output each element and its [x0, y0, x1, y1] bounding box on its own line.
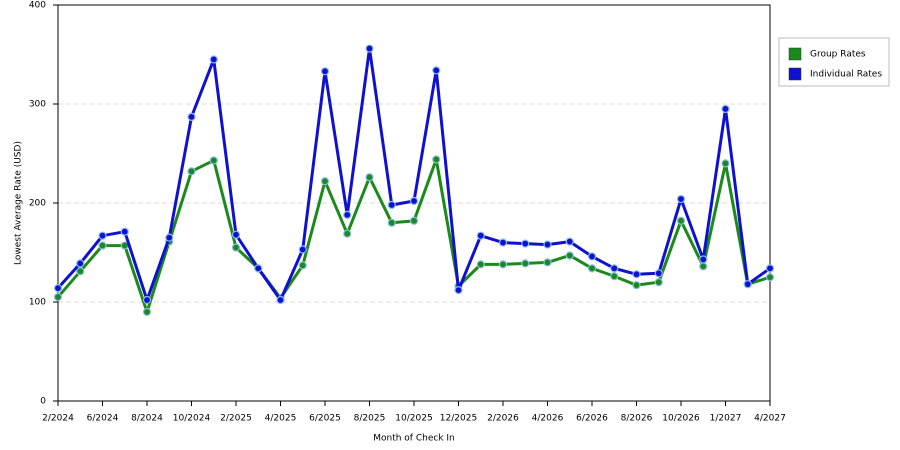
legend-label: Group Rates — [810, 50, 866, 60]
point — [365, 173, 374, 182]
x-tick-label: 12/2025 — [440, 414, 477, 424]
point — [98, 231, 107, 240]
point — [231, 230, 241, 239]
point — [498, 238, 508, 247]
legend-swatch — [788, 47, 802, 61]
point — [120, 227, 129, 236]
point — [53, 292, 63, 302]
point — [654, 278, 663, 287]
y-tick-label: 100 — [29, 298, 46, 308]
x-tick-label: 10/2024 — [173, 414, 211, 424]
x-tick-label: 4/2025 — [265, 414, 297, 424]
x-tick-label: 10/2025 — [395, 414, 432, 424]
point — [98, 241, 107, 250]
y-tick-label: 400 — [29, 1, 46, 11]
point — [343, 229, 352, 238]
point — [76, 259, 85, 268]
point — [298, 245, 307, 254]
point — [320, 67, 330, 76]
x-tick-label: 2/2024 — [42, 414, 74, 424]
y-tick-label: 0 — [40, 397, 46, 407]
point — [699, 255, 708, 264]
point — [743, 280, 752, 289]
point — [187, 167, 196, 176]
y-axis-label: Lowest Average Rate (USD) — [14, 141, 24, 265]
point — [343, 210, 352, 219]
point — [165, 233, 174, 242]
legend-label: Individual Rates — [810, 70, 882, 80]
x-tick-label: 1/2027 — [710, 414, 742, 424]
point — [699, 262, 708, 271]
legend-swatch — [788, 67, 802, 81]
point — [632, 281, 641, 290]
point — [587, 252, 597, 261]
point — [142, 307, 152, 316]
x-tick-label: 10/2026 — [662, 414, 700, 424]
x-tick-label: 2/2025 — [220, 414, 252, 424]
x-tick-label: 4/2027 — [754, 414, 786, 424]
point — [276, 295, 285, 305]
point — [721, 159, 730, 168]
point — [409, 216, 419, 225]
point — [498, 260, 508, 269]
y-tick-label: 200 — [29, 199, 46, 209]
x-tick-label: 8/2025 — [354, 414, 386, 424]
point — [454, 286, 463, 295]
point — [231, 243, 241, 252]
point — [254, 264, 263, 273]
point — [587, 264, 597, 273]
point — [476, 231, 485, 240]
point — [610, 272, 619, 281]
point — [765, 264, 775, 273]
point — [521, 239, 530, 248]
point — [53, 284, 63, 293]
point — [209, 55, 218, 64]
x-tick-label: 8/2026 — [621, 414, 653, 424]
x-tick-label: 8/2024 — [131, 414, 163, 424]
point — [320, 177, 330, 186]
x-tick-label: 6/2026 — [576, 414, 608, 424]
y-tick-label: 300 — [29, 100, 46, 110]
point — [76, 267, 85, 276]
point — [387, 218, 396, 227]
point — [721, 104, 730, 114]
series-line — [56, 47, 771, 302]
point — [298, 261, 307, 270]
point — [521, 259, 530, 268]
point — [365, 44, 374, 53]
point — [209, 156, 218, 165]
point — [610, 264, 619, 273]
point — [387, 200, 396, 210]
point — [676, 216, 686, 225]
point — [543, 240, 552, 249]
point — [187, 112, 196, 121]
x-tick-label: 6/2025 — [309, 414, 341, 424]
point — [409, 196, 419, 206]
point — [565, 251, 574, 260]
x-tick-label: 2/2026 — [487, 414, 519, 424]
x-tick-label: 6/2024 — [87, 414, 119, 424]
point — [142, 295, 152, 305]
x-tick-label: 4/2026 — [532, 414, 564, 424]
point — [676, 194, 686, 204]
point — [654, 269, 663, 278]
point — [476, 260, 485, 269]
point — [632, 270, 641, 279]
point — [565, 237, 574, 246]
point — [765, 273, 775, 282]
series-line — [56, 157, 771, 314]
point — [432, 155, 441, 164]
x-axis-label: Month of Check In — [373, 434, 455, 444]
point — [432, 66, 441, 75]
point — [543, 258, 552, 267]
